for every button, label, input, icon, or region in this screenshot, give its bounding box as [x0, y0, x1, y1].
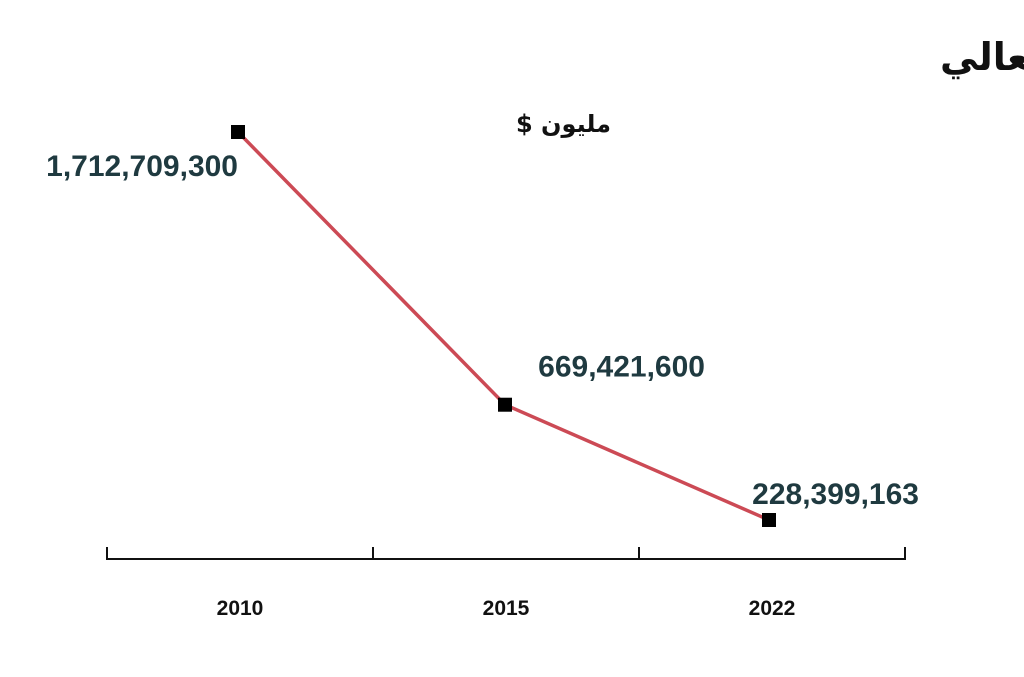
data-point-2015	[498, 397, 512, 412]
chart-subtitle: مليون $	[516, 110, 611, 138]
data-label-2022: 228,399,163	[752, 478, 919, 511]
chart-title: الإنفاق «التقديري» الحكومي على قطاع التر…	[940, 35, 1024, 80]
data-point-2010	[231, 125, 245, 139]
x-axis: 2010 2015 2022	[106, 547, 906, 620]
x-tick-label-2022: 2022	[749, 597, 796, 620]
data-point-2022	[762, 513, 776, 527]
data-label-2010: 1,712,709,300	[46, 150, 238, 183]
x-tick-label-2015: 2015	[483, 597, 530, 620]
x-tick-label-2010: 2010	[217, 597, 264, 620]
plot-area: 1,712,709,300 669,421,600 228,399,163	[46, 125, 919, 527]
series-line	[236, 130, 770, 522]
data-label-2015: 669,421,600	[538, 351, 705, 384]
